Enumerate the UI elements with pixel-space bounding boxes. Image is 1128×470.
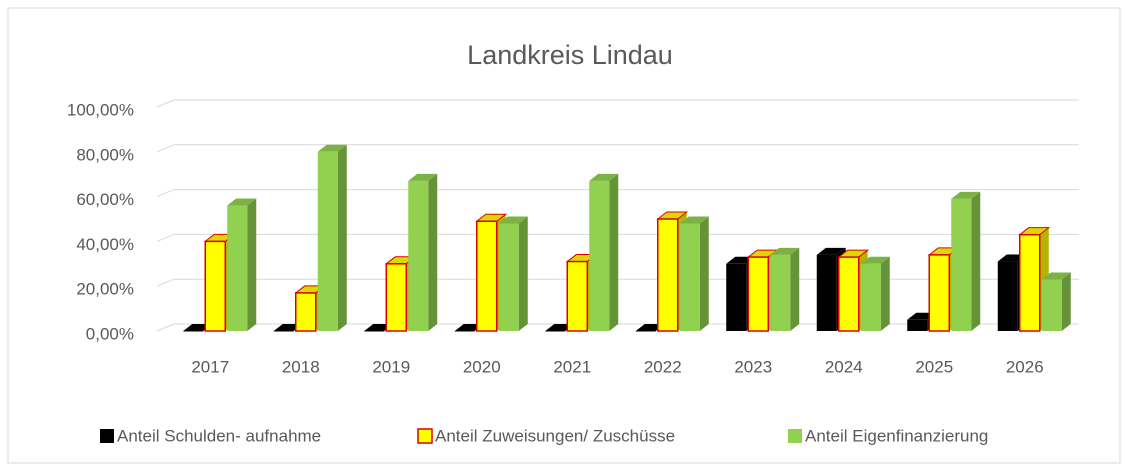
x-tick-label: 2019 xyxy=(372,357,410,376)
bar xyxy=(183,331,204,332)
bar-side xyxy=(699,216,709,331)
x-tick-label: 2023 xyxy=(734,357,772,376)
legend-swatch xyxy=(417,428,433,444)
bar xyxy=(1041,279,1062,331)
bar xyxy=(385,263,407,332)
grid-line-side xyxy=(156,323,175,332)
bar xyxy=(364,331,385,332)
grid-line-side xyxy=(156,99,175,108)
bar-side xyxy=(790,247,800,331)
x-tick-label: 2022 xyxy=(644,357,682,376)
bar xyxy=(657,218,679,332)
bar-top xyxy=(227,198,257,206)
bar-side xyxy=(609,173,619,331)
legend-label: Anteil Eigenfinanzierung xyxy=(805,426,988,445)
bar-top xyxy=(1041,272,1071,280)
x-tick-label: 2026 xyxy=(1006,357,1044,376)
bar-top xyxy=(498,216,528,224)
bar xyxy=(928,254,950,332)
bar-side xyxy=(518,216,528,331)
x-tick-label: 2020 xyxy=(463,357,501,376)
bar xyxy=(227,205,248,331)
bar xyxy=(204,240,226,332)
legend-label: Anteil Schulden- aufnahme xyxy=(117,426,321,445)
bar-side xyxy=(1061,272,1071,331)
x-tick-label: 2025 xyxy=(915,357,953,376)
bar xyxy=(498,223,519,331)
bar xyxy=(566,260,588,332)
bar xyxy=(273,331,294,332)
legend-label: Anteil Zuweisungen/ Zuschüsse xyxy=(435,426,675,445)
legend-swatch xyxy=(788,429,802,443)
bar xyxy=(747,256,769,332)
grid-line-side xyxy=(156,233,175,242)
bar xyxy=(907,319,928,331)
bar xyxy=(545,331,566,332)
bar xyxy=(295,292,317,332)
grid-line-side xyxy=(156,144,175,153)
bar xyxy=(454,331,475,332)
bar-top xyxy=(816,247,846,255)
bar-top xyxy=(317,144,347,152)
bar-top xyxy=(951,191,981,199)
bar-side xyxy=(247,198,257,331)
y-tick-label: 0,00% xyxy=(86,324,134,343)
x-tick-label: 2018 xyxy=(282,357,320,376)
bar-top xyxy=(408,173,438,181)
x-tick-label: 2017 xyxy=(191,357,229,376)
bar-side xyxy=(337,144,347,331)
bar xyxy=(635,331,656,332)
bar-top xyxy=(589,173,619,181)
x-tick-label: 2021 xyxy=(553,357,591,376)
y-tick-label: 80,00% xyxy=(76,145,134,164)
bar xyxy=(726,263,747,331)
bar-side xyxy=(880,256,890,331)
bar-top xyxy=(679,216,709,224)
chart-border xyxy=(7,7,1121,464)
bar xyxy=(476,220,498,332)
bar xyxy=(951,198,972,331)
bar xyxy=(997,261,1018,331)
y-tick-label: 40,00% xyxy=(76,235,134,254)
bar xyxy=(838,256,860,332)
bar xyxy=(589,180,610,331)
y-tick-label: 60,00% xyxy=(76,190,134,209)
bar xyxy=(1019,233,1041,332)
bar xyxy=(408,180,429,331)
bar-side xyxy=(428,173,438,331)
y-tick-label: 100,00% xyxy=(67,100,134,119)
chart-title: Landkreis Lindau xyxy=(467,40,673,70)
bar xyxy=(860,263,881,331)
bar xyxy=(317,151,338,331)
y-tick-label: 20,00% xyxy=(76,280,134,299)
bar xyxy=(770,254,791,331)
bar-top xyxy=(770,247,800,255)
bar xyxy=(679,223,700,331)
grid-line-side xyxy=(156,278,175,287)
x-tick-label: 2024 xyxy=(825,357,863,376)
bar xyxy=(816,254,837,331)
legend-swatch xyxy=(100,429,114,443)
bar-side xyxy=(971,191,981,331)
bar-top xyxy=(860,256,890,264)
grid-line-side xyxy=(156,189,175,198)
